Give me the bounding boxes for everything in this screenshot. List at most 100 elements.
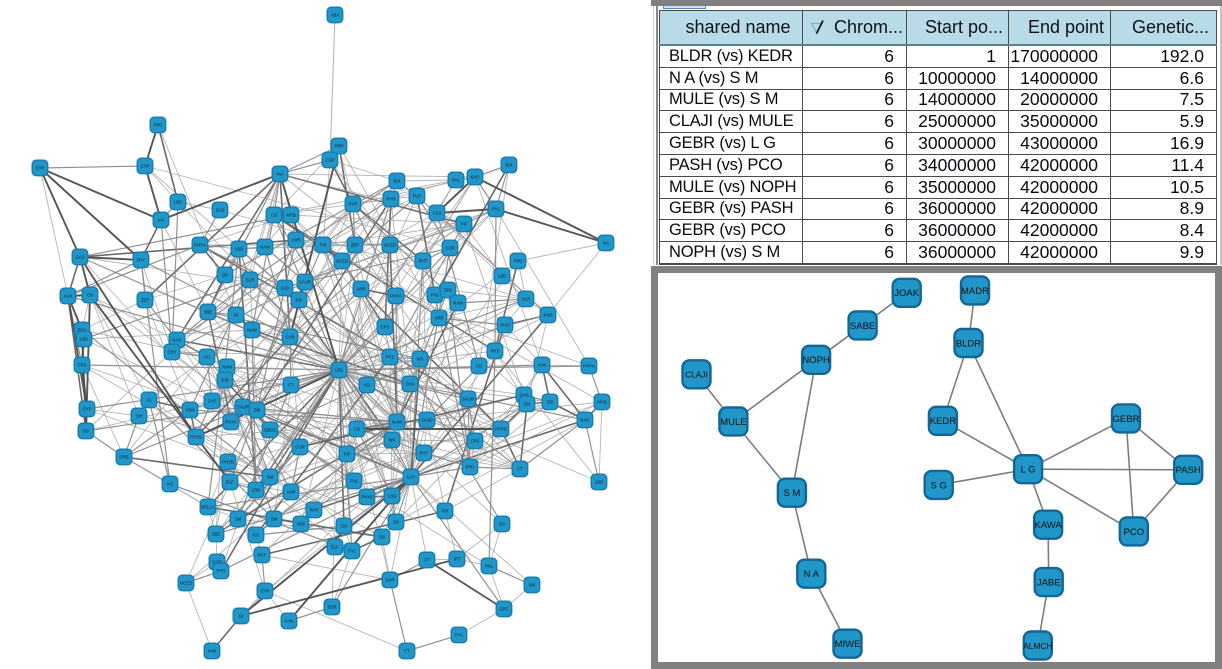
svg-text:FT: FT [517,467,523,472]
svg-text:DELLA: DELLA [201,505,215,510]
svg-text:CO: CO [354,427,361,432]
svg-text:GI: GI [147,398,152,403]
svg-text:CO: CO [204,355,211,360]
svg-text:PCO: PCO [1124,527,1145,538]
svg-text:CKX: CKX [433,211,442,216]
svg-text:GID: GID [281,286,289,291]
svg-text:N A: N A [804,569,820,580]
svg-text:LBD: LBD [252,488,260,493]
svg-text:PPD: PPD [466,465,475,470]
svg-text:PHYA: PHYA [194,243,206,248]
svg-text:PIF: PIF [344,452,351,457]
svg-text:CYP: CYP [83,407,92,412]
svg-text:GID: GID [221,378,229,383]
svg-text:D9: D9 [524,402,530,407]
svg-text:TIR: TIR [320,243,327,248]
svg-text:GBSS: GBSS [264,428,276,433]
svg-text:PYR: PYR [217,569,226,574]
svg-text:ARF: ARF [297,522,306,527]
svg-text:FT: FT [424,558,430,563]
svg-text:RHT: RHT [419,259,428,264]
svg-text:SDR: SDR [327,605,336,610]
svg-text:LBD: LBD [235,247,243,252]
svg-text:D8: D8 [379,535,385,540]
svg-text:CO: CO [271,213,278,218]
svg-text:CYP: CYP [36,166,45,171]
svg-text:PYL: PYL [492,207,501,212]
svg-text:LBD: LBD [80,337,88,342]
svg-text:RHT: RHT [310,508,319,513]
svg-text:PYR: PYR [349,202,358,207]
svg-text:ISA: ISA [499,522,506,527]
svg-text:LBD: LBD [335,368,343,373]
svg-text:ALMCH: ALMCH [1023,641,1052,651]
svg-text:NAM: NAM [453,301,463,306]
svg-text:SABE: SABE [850,321,875,332]
svg-text:FT: FT [404,649,410,654]
svg-text:MULE: MULE [720,417,746,428]
svg-text:ELF: ELF [226,480,234,485]
svg-text:CYP: CYP [208,399,217,404]
svg-text:ZEP: ZEP [351,243,359,248]
svg-text:PHO: PHO [500,323,510,328]
svg-text:D8: D8 [136,414,142,419]
svg-text:KS: KS [253,533,259,538]
svg-text:FT: FT [288,383,294,388]
svg-text:L G: L G [1021,465,1036,476]
svg-text:PPD: PPD [154,123,163,128]
svg-text:PYL: PYL [455,633,464,638]
svg-text:TIR: TIR [442,509,449,514]
svg-text:NCED: NCED [180,581,192,586]
svg-text:WX: WX [389,438,396,443]
svg-text:NA: NA [603,241,609,246]
svg-text:GA20: GA20 [422,418,434,423]
svg-text:PPD: PPD [514,259,523,264]
svg-text:GEBR: GEBR [1113,414,1140,425]
svg-text:GA2: GA2 [216,208,225,213]
svg-text:VRN: VRN [185,408,194,413]
svg-text:SM: SM [271,517,278,522]
svg-text:GH3: GH3 [520,393,529,398]
svg-text:MYB: MYB [286,213,295,218]
svg-text:KS: KS [167,482,173,487]
svg-text:SLR: SLR [246,278,254,283]
svg-text:PYL: PYL [431,293,440,298]
svg-text:KS: KS [364,383,370,388]
svg-text:CYP: CYP [141,164,150,169]
svg-text:D8: D8 [393,520,399,525]
svg-text:SAUR: SAUR [462,397,474,402]
svg-text:ABA: ABA [331,13,340,18]
svg-text:COP: COP [212,560,221,565]
svg-text:PRR: PRR [334,144,343,149]
svg-text:SAUR: SAUR [237,405,249,410]
svg-text:PHYB: PHYB [495,427,507,432]
svg-text:SAUR: SAUR [299,280,311,285]
svg-text:PUL: PUL [350,479,359,484]
svg-text:GI: GI [239,614,244,619]
svg-text:NAM: NAM [392,420,402,425]
svg-text:HY5: HY5 [491,349,500,354]
svg-text:KAO: KAO [580,418,590,423]
svg-text:PHYB: PHYB [190,435,202,440]
svg-text:LOG: LOG [387,494,397,499]
svg-text:KS: KS [476,364,482,369]
svg-text:NAM: NAM [260,245,270,250]
svg-text:FUS: FUS [413,194,422,199]
svg-text:CYB: CYB [286,335,295,340]
svg-text:SSI: SSI [296,298,303,303]
svg-text:FHY: FHY [78,328,87,333]
svg-text:PYR: PYR [387,197,396,202]
svg-text:WX: WX [506,163,513,168]
svg-text:JOAK: JOAK [894,288,919,299]
svg-text:CKX: CKX [406,382,415,387]
svg-text:PYL: PYL [348,549,357,554]
svg-text:NCED: NCED [336,259,348,264]
svg-text:ELF: ELF [331,545,339,550]
svg-text:PHYA: PHYA [390,294,402,299]
svg-text:CRY: CRY [168,350,177,355]
svg-text:LBD: LBD [498,274,506,279]
svg-text:AHP: AHP [287,490,296,495]
svg-text:AUX: AUX [64,294,73,299]
svg-text:KEDR: KEDR [930,416,957,427]
svg-text:KAO: KAO [470,175,480,180]
